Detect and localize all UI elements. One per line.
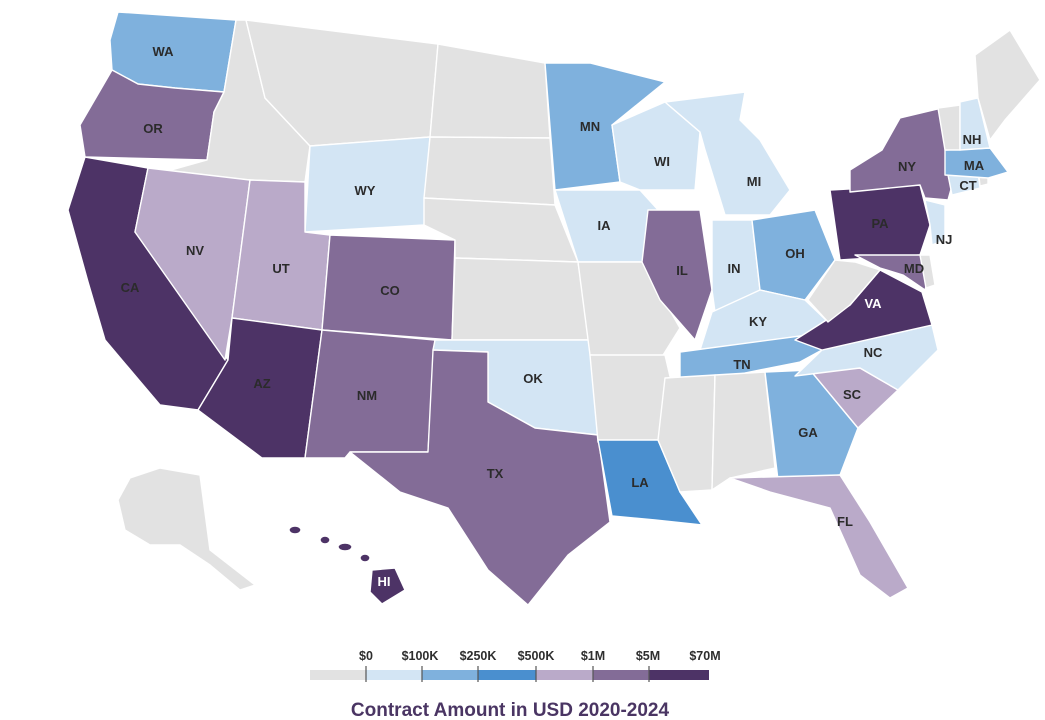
legend-swatch: [649, 670, 709, 680]
state-fl[interactable]: [729, 474, 909, 599]
legend: $0 $100K $250K $500K $1M $5M $70M Contra…: [310, 649, 721, 720]
label-nv: NV: [186, 243, 204, 258]
state-nh[interactable]: [959, 97, 991, 151]
label-ia: IA: [598, 218, 612, 233]
legend-tick-label: $5M: [636, 649, 660, 663]
state-nv[interactable]: [134, 167, 251, 361]
legend-tick-labels: $0 $100K $250K $500K $1M $5M $70M: [359, 649, 721, 663]
legend-tick-label: $100K: [402, 649, 439, 663]
label-fl: FL: [837, 514, 853, 529]
label-nc: NC: [864, 345, 883, 360]
label-hi: HI: [378, 574, 391, 589]
state-ms[interactable]: [657, 374, 716, 493]
label-wy: WY: [355, 183, 376, 198]
state-hi[interactable]: [288, 525, 406, 605]
label-or: OR: [143, 121, 163, 136]
state-il[interactable]: [641, 209, 713, 341]
legend-color-bar: [310, 670, 709, 680]
legend-swatch: [310, 670, 366, 680]
state-nj[interactable]: [924, 199, 946, 246]
legend-tick-label: $0: [359, 649, 373, 663]
legend-title: Contract Amount in USD 2020-2024: [351, 700, 670, 720]
legend-tick-label: $70M: [689, 649, 720, 663]
state-ny[interactable]: [849, 107, 956, 201]
label-sc: SC: [843, 387, 862, 402]
legend-tick-label: $500K: [518, 649, 555, 663]
legend-swatch: [593, 670, 649, 680]
label-il: IL: [676, 263, 688, 278]
label-oh: OH: [785, 246, 805, 261]
label-la: LA: [631, 475, 649, 490]
state-mi[interactable]: [664, 91, 791, 216]
label-mn: MN: [580, 119, 600, 134]
label-ct: CT: [959, 178, 976, 193]
label-tn: TN: [733, 357, 750, 372]
state-tx[interactable]: [349, 349, 611, 606]
label-nh: NH: [963, 132, 982, 147]
label-co: CO: [380, 283, 400, 298]
label-ny: NY: [898, 159, 916, 174]
label-ky: KY: [749, 314, 767, 329]
label-wa: WA: [153, 44, 175, 59]
state-sd[interactable]: [423, 136, 556, 206]
state-ak[interactable]: [117, 467, 256, 591]
label-ut: UT: [272, 261, 289, 276]
states-layer: [67, 11, 1041, 606]
label-tx: TX: [487, 466, 504, 481]
label-nj: NJ: [936, 232, 953, 247]
label-wi: WI: [654, 154, 670, 169]
label-ok: OK: [523, 371, 543, 386]
label-ca: CA: [121, 280, 140, 295]
legend-tick-label: $1M: [581, 649, 605, 663]
label-md: MD: [904, 261, 924, 276]
label-in: IN: [728, 261, 741, 276]
label-va: VA: [864, 296, 882, 311]
state-de[interactable]: [919, 254, 936, 289]
label-ga: GA: [798, 425, 818, 440]
legend-swatch: [478, 670, 536, 680]
state-me[interactable]: [974, 29, 1041, 141]
legend-swatch: [366, 670, 422, 680]
state-nd[interactable]: [429, 43, 551, 139]
state-oh[interactable]: [751, 209, 836, 301]
state-ks[interactable]: [451, 257, 591, 341]
legend-swatch: [422, 670, 478, 680]
state-wv[interactable]: [807, 259, 881, 323]
legend-dividers: [365, 666, 650, 682]
state-al[interactable]: [711, 371, 776, 491]
legend-tick-label: $250K: [460, 649, 497, 663]
label-nm: NM: [357, 388, 377, 403]
label-az: AZ: [253, 376, 270, 391]
label-ma: MA: [964, 158, 985, 173]
state-labels-layer: WA OR CA NV UT AZ WY CO NM TX OK MN IA W…: [121, 44, 985, 589]
label-pa: PA: [871, 216, 889, 231]
legend-swatch: [536, 670, 593, 680]
label-mi: MI: [747, 174, 761, 189]
